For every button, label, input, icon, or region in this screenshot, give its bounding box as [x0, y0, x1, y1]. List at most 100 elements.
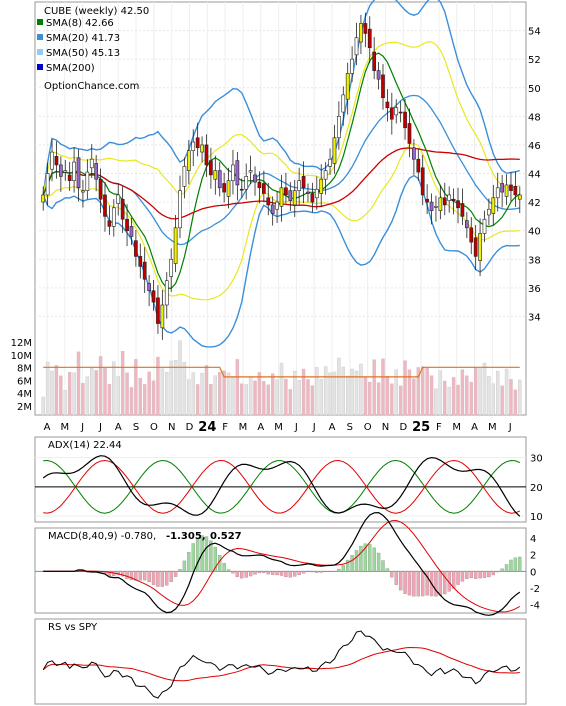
candle-body [235, 160, 240, 186]
macd-histogram-bar [385, 568, 390, 572]
candle-body [288, 190, 293, 201]
price-tick-label: 50 [528, 84, 541, 95]
macd-histogram-bar [138, 571, 142, 581]
macd-label: MACD(8,40,9) -0.780, [48, 531, 156, 542]
volume-bar [460, 369, 465, 416]
macd-histogram-bar [443, 571, 447, 595]
month-label: A [44, 422, 51, 433]
volume-bar [138, 378, 142, 416]
volume-bar [213, 375, 218, 416]
volume-bar [244, 384, 248, 416]
volume-bar [195, 384, 200, 416]
candle-body [129, 226, 134, 237]
volume-tick-label: 8M [17, 364, 32, 375]
candle-body [447, 194, 452, 201]
macd-histogram-bar [398, 571, 403, 591]
volume-bar [240, 383, 244, 416]
volume-bar [248, 377, 253, 416]
volume-bar [178, 340, 182, 416]
macd-histogram-bar [315, 571, 319, 573]
volume-bar [116, 376, 120, 416]
macd-histogram-bar [434, 571, 438, 597]
macd-histogram-bar [173, 571, 178, 577]
candle-body [186, 150, 191, 171]
volume-bar [332, 371, 337, 416]
volume-bar [81, 383, 85, 416]
volume-bar [98, 356, 103, 416]
candle-body [67, 174, 72, 181]
volume-bar [491, 383, 496, 416]
candle-body [173, 227, 178, 264]
macd-histogram-bar [231, 571, 235, 574]
candle-body [517, 194, 522, 200]
candle-body [248, 170, 253, 173]
macd-line [43, 511, 521, 616]
macd-histogram-bar [262, 571, 266, 573]
macd-histogram-bar [293, 571, 297, 577]
candle-body [89, 158, 94, 169]
volume-bar [469, 381, 473, 416]
candle-body [204, 144, 209, 166]
candle-body [301, 176, 306, 189]
volume-bar [284, 378, 288, 416]
volume-bar [301, 368, 306, 416]
volume-bar [226, 372, 231, 416]
macd-histogram-bar [187, 552, 191, 572]
rs-panel [34, 618, 527, 705]
volume-bar [143, 384, 147, 416]
volume-bar [235, 359, 240, 416]
candle-body [270, 204, 275, 214]
candle-body [513, 186, 518, 196]
volume-tick-label: 4M [17, 389, 32, 400]
volume-bar [337, 357, 341, 416]
macd-tick-label: -4 [530, 601, 540, 612]
candle-body [292, 190, 297, 206]
legend-label: SMA(200) [46, 63, 95, 74]
volume-bar [328, 372, 332, 416]
candle-body [385, 101, 390, 109]
macd-histogram-bar [204, 536, 209, 572]
volume-bar [209, 384, 213, 416]
candle-body [98, 178, 103, 200]
macd-histogram-bar [310, 571, 315, 573]
candle-body [456, 200, 460, 209]
candle-body [209, 160, 213, 176]
price-tick-label: 42 [528, 198, 541, 209]
candle-body [72, 161, 76, 181]
candle-body [438, 197, 443, 211]
macd-histogram-bar [513, 557, 518, 572]
candle-body [491, 197, 496, 214]
month-label: S [133, 422, 139, 433]
candle-body [94, 163, 99, 180]
candle-body [63, 170, 68, 173]
candle-body [103, 194, 107, 217]
macd-histogram-bar [372, 547, 376, 572]
volume-tick-label: 10M [11, 351, 32, 362]
macd-histogram-bar [390, 571, 394, 578]
volume-bar [412, 378, 416, 416]
month-label: J [294, 422, 298, 433]
candle-body [500, 183, 504, 193]
candle-body [107, 220, 112, 227]
candle-body [350, 58, 354, 74]
candle-body [81, 190, 85, 193]
macd-histogram-bar [288, 571, 293, 578]
volume-average-line [43, 366, 520, 378]
volume-bar [112, 361, 116, 416]
macd-histogram-bar [456, 571, 460, 585]
candle-body [116, 194, 121, 204]
rs-line [42, 630, 521, 699]
candle-body [231, 164, 235, 181]
macd-histogram-bar [169, 571, 173, 582]
volume-bar [147, 371, 151, 416]
candle-body [451, 198, 456, 201]
candle-body [354, 37, 359, 56]
volume-bar [390, 383, 394, 416]
volume-bar [173, 360, 178, 416]
volume-bar [443, 380, 447, 416]
month-label: M [452, 422, 461, 433]
volume-bar [125, 372, 129, 416]
candle-body [469, 227, 474, 243]
macd-histogram-bar [147, 571, 151, 583]
